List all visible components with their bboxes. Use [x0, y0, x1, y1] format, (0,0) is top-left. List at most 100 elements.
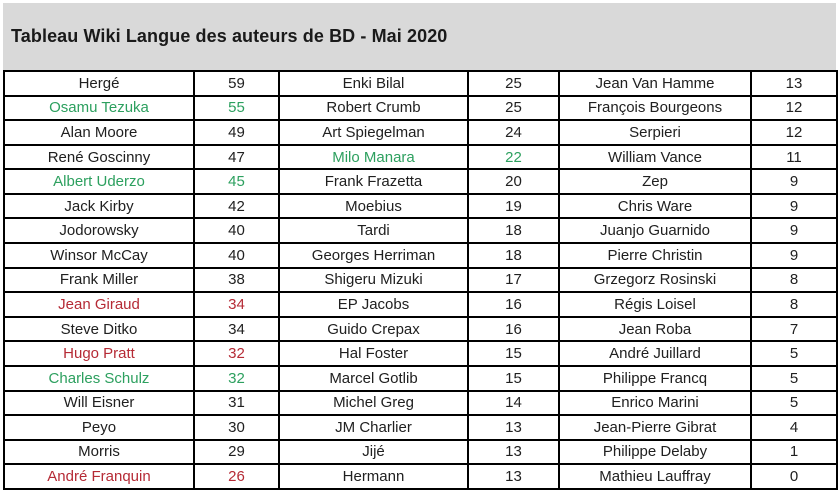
author-score-cell: 8 [750, 291, 838, 318]
author-score-cell: 22 [467, 143, 560, 171]
author-score-cell: 8 [750, 266, 838, 294]
author-score-cell: 7 [750, 315, 838, 343]
author-score-cell: 9 [750, 242, 838, 269]
author-score-cell: 14 [467, 389, 560, 417]
table-row: Albert Uderzo 45 Frank Frazetta 20 Zep 9 [3, 168, 838, 195]
author-score-cell: 29 [193, 438, 280, 466]
table-row: Will Eisner 31 Michel Greg 14 Enrico Marini 5 [3, 389, 838, 417]
table-row: Morris 29 Jijé 13 Philippe Delaby 1 [3, 438, 838, 466]
author-name-cell: Charles Schulz [3, 364, 195, 392]
author-score-cell: 32 [193, 340, 280, 367]
table-row: René Goscinny 47 Milo Manara 22 William Vanc… [3, 143, 838, 171]
author-name-cell: Enki Bilal [278, 70, 469, 97]
author-name-cell: Grzegorz Rosinski [558, 266, 752, 294]
author-score-cell: 9 [750, 192, 838, 220]
author-score-cell: 42 [193, 192, 280, 220]
table-row: Osamu Tezuka 55 Robert Crumb 25 François Bou… [3, 94, 838, 122]
author-score-cell: 12 [750, 94, 838, 122]
table-row: Charles Schulz 32 Marcel Gotlib 15 Philippe … [3, 364, 838, 392]
author-name-cell: Alan Moore [3, 119, 195, 146]
author-name-cell: Will Eisner [3, 389, 195, 417]
author-score-cell: 0 [750, 463, 838, 490]
author-name-cell: Winsor McCay [3, 242, 195, 269]
author-name-cell: Jijé [278, 438, 469, 466]
table-row: Jodorowsky 40 Tardi 18 Juanjo Guarnido 9 [3, 217, 838, 245]
author-score-cell: 34 [193, 291, 280, 318]
author-score-cell: 16 [467, 315, 560, 343]
author-name-cell: Zep [558, 168, 752, 195]
author-score-cell: 20 [467, 168, 560, 195]
author-score-cell: 1 [750, 438, 838, 466]
author-score-cell: 13 [467, 414, 560, 441]
table-row: Hergé 59 Enki Bilal 25 Jean Van Hamme 13 [3, 70, 838, 97]
table-row: Frank Miller 38 Shigeru Mizuki 17 Grzegorz R… [3, 266, 838, 294]
author-name-cell: Tardi [278, 217, 469, 245]
author-score-cell: 13 [467, 438, 560, 466]
author-score-cell: 9 [750, 217, 838, 245]
author-name-cell: Moebius [278, 192, 469, 220]
author-name-cell: Shigeru Mizuki [278, 266, 469, 294]
author-score-cell: 9 [750, 168, 838, 195]
author-score-cell: 25 [467, 94, 560, 122]
author-name-cell: Milo Manara [278, 143, 469, 171]
author-name-cell: Osamu Tezuka [3, 94, 195, 122]
author-score-cell: 12 [750, 119, 838, 146]
author-score-cell: 32 [193, 364, 280, 392]
page-title: Tableau Wiki Langue des auteurs de BD - … [11, 26, 448, 46]
table-row: André Franquin 26 Hermann 13 Mathieu Lauffra… [3, 463, 838, 490]
author-score-cell: 49 [193, 119, 280, 146]
author-score-cell: 55 [193, 94, 280, 122]
author-score-cell: 59 [193, 70, 280, 97]
table-row: Hugo Pratt 32 Hal Foster 15 André Juillard 5 [3, 340, 838, 367]
author-name-cell: Jack Kirby [3, 192, 195, 220]
author-name-cell: René Goscinny [3, 143, 195, 171]
author-score-cell: 31 [193, 389, 280, 417]
author-name-cell: Enrico Marini [558, 389, 752, 417]
author-score-cell: 5 [750, 340, 838, 367]
author-score-cell: 4 [750, 414, 838, 441]
author-name-cell: Marcel Gotlib [278, 364, 469, 392]
author-name-cell: Frank Miller [3, 266, 195, 294]
author-name-cell: Hugo Pratt [3, 340, 195, 367]
author-name-cell: Hal Foster [278, 340, 469, 367]
author-name-cell: François Bourgeons [558, 94, 752, 122]
author-name-cell: André Juillard [558, 340, 752, 367]
author-score-cell: 5 [750, 364, 838, 392]
author-score-cell: 15 [467, 364, 560, 392]
author-name-cell: Georges Herriman [278, 242, 469, 269]
author-score-cell: 24 [467, 119, 560, 146]
author-name-cell: Juanjo Guarnido [558, 217, 752, 245]
author-score-cell: 16 [467, 291, 560, 318]
author-name-cell: Frank Frazetta [278, 168, 469, 195]
table-row: Peyo 30 JM Charlier 13 Jean-Pierre Gibrat 4 [3, 414, 838, 441]
author-name-cell: Morris [3, 438, 195, 466]
author-name-cell: Chris Ware [558, 192, 752, 220]
author-name-cell: Régis Loisel [558, 291, 752, 318]
table-row: Alan Moore 49 Art Spiegelman 24 Serpieri 12 [3, 119, 838, 146]
author-score-cell: 25 [467, 70, 560, 97]
author-score-cell: 40 [193, 242, 280, 269]
authors-table-body: Hergé 59 Enki Bilal 25 Jean Van Hamme 13 Osamu… [3, 70, 838, 490]
author-name-cell: Mathieu Lauffray [558, 463, 752, 490]
author-name-cell: Hergé [3, 70, 195, 97]
table-row: Steve Ditko 34 Guido Crepax 16 Jean Roba 7 [3, 315, 838, 343]
authors-table: Hergé 59 Enki Bilal 25 Jean Van Hamme 13 Osamu… [3, 70, 838, 490]
author-name-cell: Steve Ditko [3, 315, 195, 343]
author-score-cell: 15 [467, 340, 560, 367]
author-name-cell: Jean-Pierre Gibrat [558, 414, 752, 441]
table-title-bar: Tableau Wiki Langue des auteurs de BD - … [3, 3, 836, 70]
author-score-cell: 13 [750, 70, 838, 97]
author-name-cell: Serpieri [558, 119, 752, 146]
author-score-cell: 30 [193, 414, 280, 441]
author-score-cell: 18 [467, 242, 560, 269]
author-name-cell: Robert Crumb [278, 94, 469, 122]
author-name-cell: Jodorowsky [3, 217, 195, 245]
author-name-cell: Philippe Francq [558, 364, 752, 392]
table-row: Winsor McCay 40 Georges Herriman 18 Pierre C… [3, 242, 838, 269]
author-name-cell: Philippe Delaby [558, 438, 752, 466]
author-score-cell: 18 [467, 217, 560, 245]
table-row: Jack Kirby 42 Moebius 19 Chris Ware 9 [3, 192, 838, 220]
author-name-cell: Jean Giraud [3, 291, 195, 318]
author-score-cell: 26 [193, 463, 280, 490]
